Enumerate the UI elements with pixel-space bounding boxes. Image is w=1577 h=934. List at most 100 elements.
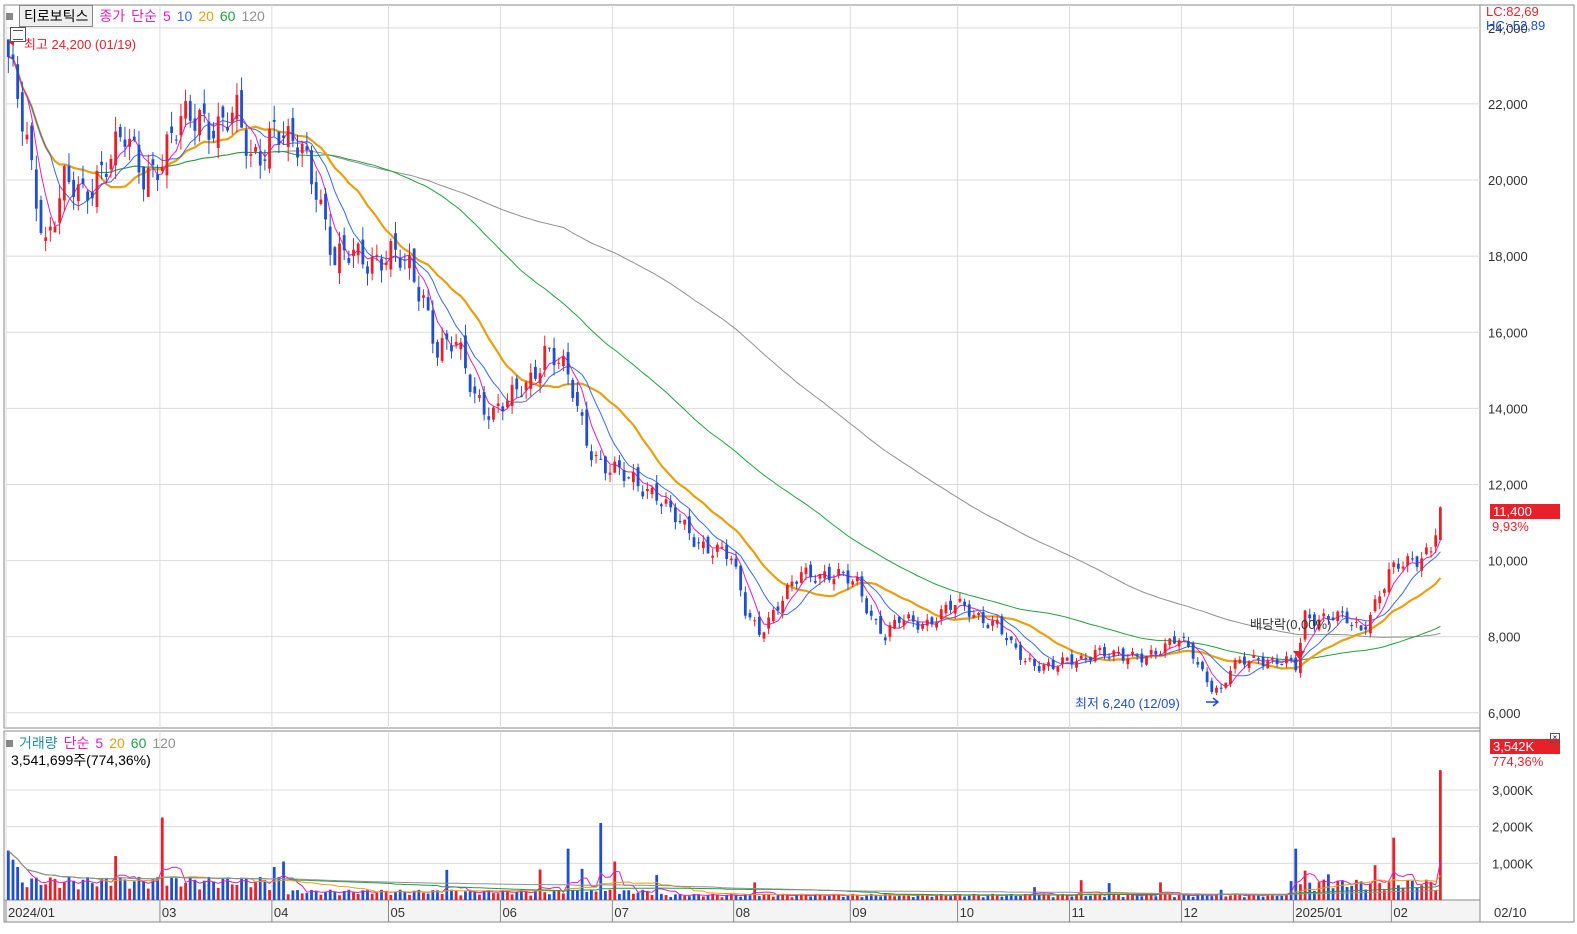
low-arrow-icon: [1206, 697, 1220, 707]
candle-body: [1327, 616, 1330, 620]
candle-body: [1373, 599, 1377, 612]
candle-body: [1299, 642, 1302, 673]
candle-body: [1401, 566, 1405, 569]
price-tick-label: 20,000: [1488, 173, 1528, 188]
candle-body: [622, 469, 626, 481]
x-tick-label: 03: [162, 905, 176, 920]
volume-bar: [725, 894, 729, 900]
candle-body: [268, 129, 271, 169]
volume-bar: [795, 894, 799, 900]
volume-bar: [464, 891, 467, 900]
candle-body: [1159, 654, 1162, 656]
volume-bar: [436, 890, 439, 900]
candle-body: [1140, 653, 1144, 663]
volume-bar: [324, 891, 327, 900]
candles[interactable]: [6, 39, 1442, 696]
candle-body: [860, 576, 864, 597]
candle-body: [440, 338, 444, 361]
volume-bar: [944, 895, 948, 900]
candle-body: [1415, 556, 1419, 567]
candle-body: [874, 618, 878, 620]
volume-bar: [510, 894, 514, 900]
candle-body: [249, 153, 253, 156]
volume-bar: [384, 890, 388, 900]
volume-bar: [664, 895, 668, 900]
volume-bar: [170, 877, 173, 900]
volume-bar: [207, 876, 211, 900]
candle-body: [669, 500, 673, 508]
volume-bar: [879, 896, 883, 900]
stock-name[interactable]: 티로보틱스: [19, 5, 94, 27]
volume-bar: [846, 895, 850, 900]
legend-ma10: 10: [176, 8, 193, 24]
candle-body: [100, 161, 104, 166]
x-tick-label: 06: [502, 905, 516, 920]
legend-vol-ma5: 5: [95, 735, 104, 751]
candle-body: [1196, 661, 1200, 665]
volume-info: 3,541,699주(774,36%): [11, 752, 151, 768]
candle-body: [935, 622, 938, 628]
candle-body: [20, 92, 24, 132]
candle-body: [510, 384, 514, 406]
volume-bar: [146, 888, 150, 900]
candle-body: [977, 613, 980, 615]
candle-body: [1308, 614, 1312, 619]
close-pane-icon[interactable]: ×: [1550, 733, 1560, 743]
volume-bar: [520, 889, 523, 900]
volume-bar: [389, 894, 393, 900]
candle-body: [813, 580, 817, 583]
volume-bar: [720, 897, 724, 900]
candle-body: [1331, 617, 1335, 620]
candle-body: [921, 623, 924, 629]
candle-body: [925, 619, 929, 626]
candle-body: [174, 139, 178, 141]
candle-body: [963, 601, 966, 607]
volume-bar: [622, 890, 626, 900]
volume-bar: [715, 894, 719, 900]
volume-bar: [1140, 896, 1144, 900]
volume-bar: [352, 892, 355, 900]
volume-bar: [659, 893, 663, 900]
candle-body: [1387, 569, 1391, 593]
volume-bar: [319, 894, 323, 900]
volume-bar: [552, 890, 556, 900]
candle-body: [1257, 658, 1260, 660]
candle-body: [319, 199, 323, 204]
volume-bar: [1103, 896, 1106, 900]
volume-bars[interactable]: [6, 770, 1442, 900]
volume-bar: [781, 893, 785, 900]
candle-body: [1154, 650, 1158, 655]
candle-body: [1429, 551, 1433, 553]
hc-info: HC:-52,89: [1486, 18, 1546, 33]
candle-body: [324, 193, 327, 220]
candle-body: [67, 166, 71, 183]
candle-body: [193, 118, 197, 131]
candle-body: [659, 504, 663, 507]
candle-body: [1294, 657, 1298, 671]
volume-bar: [827, 895, 831, 900]
candle-body: [1019, 644, 1022, 660]
volume-bar: [841, 896, 845, 900]
volume-bar: [426, 893, 430, 900]
candle-body: [389, 241, 393, 270]
grid-toggle-icon[interactable]: [10, 27, 26, 42]
volume-bar: [342, 890, 346, 900]
candle-body: [16, 64, 20, 99]
candle-body: [1168, 638, 1172, 645]
legend-volume-label: 거래량: [19, 735, 58, 751]
volume-tick-label: 3,000K: [1492, 783, 1534, 798]
candle-body: [855, 577, 859, 582]
candle-body: [548, 347, 551, 349]
candle-body: [1303, 610, 1307, 640]
legend-bullet-icon[interactable]: [6, 12, 13, 20]
volume-bar: [902, 893, 906, 900]
volume-bullet-icon[interactable]: [6, 739, 13, 747]
candle-body: [1420, 558, 1424, 571]
volume-bar: [478, 894, 481, 900]
volume-bar: [1028, 894, 1032, 900]
candle-body: [706, 536, 710, 554]
volume-bar: [198, 889, 201, 900]
volume-bar: [263, 880, 267, 900]
candle-body: [585, 409, 589, 446]
candle-body: [757, 616, 761, 635]
